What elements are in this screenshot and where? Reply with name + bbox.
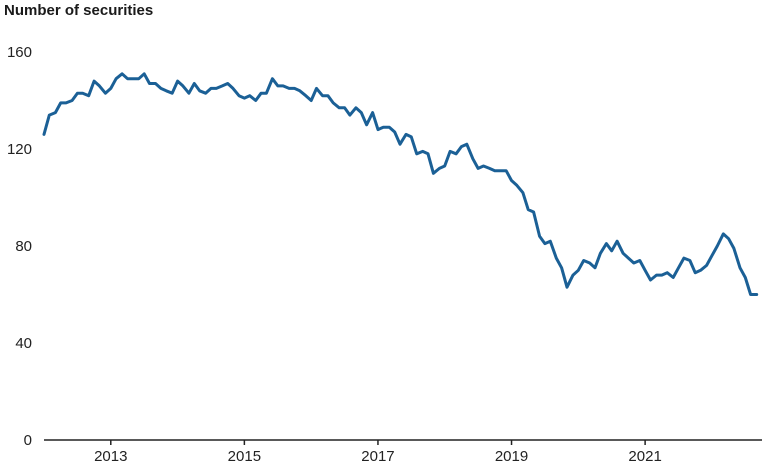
x-tick-label: 2013	[94, 448, 127, 465]
y-tick-label: 120	[7, 141, 32, 158]
chart-title: Number of securities	[4, 2, 154, 19]
y-axis-ticks: 0 40 80 120 160	[7, 44, 32, 449]
y-tick-label: 160	[7, 44, 32, 61]
y-tick-label: 80	[15, 238, 32, 255]
x-tick-label: 2017	[361, 448, 394, 465]
x-axis-ticks: 2013 2015 2017 2019 2021	[94, 440, 662, 465]
series-line	[42, 72, 759, 296]
y-tick-label: 0	[24, 432, 32, 449]
x-tick-label: 2015	[228, 448, 261, 465]
x-tick-label: 2021	[628, 448, 661, 465]
y-tick-label: 40	[15, 335, 32, 352]
x-tick-label: 2019	[495, 448, 528, 465]
